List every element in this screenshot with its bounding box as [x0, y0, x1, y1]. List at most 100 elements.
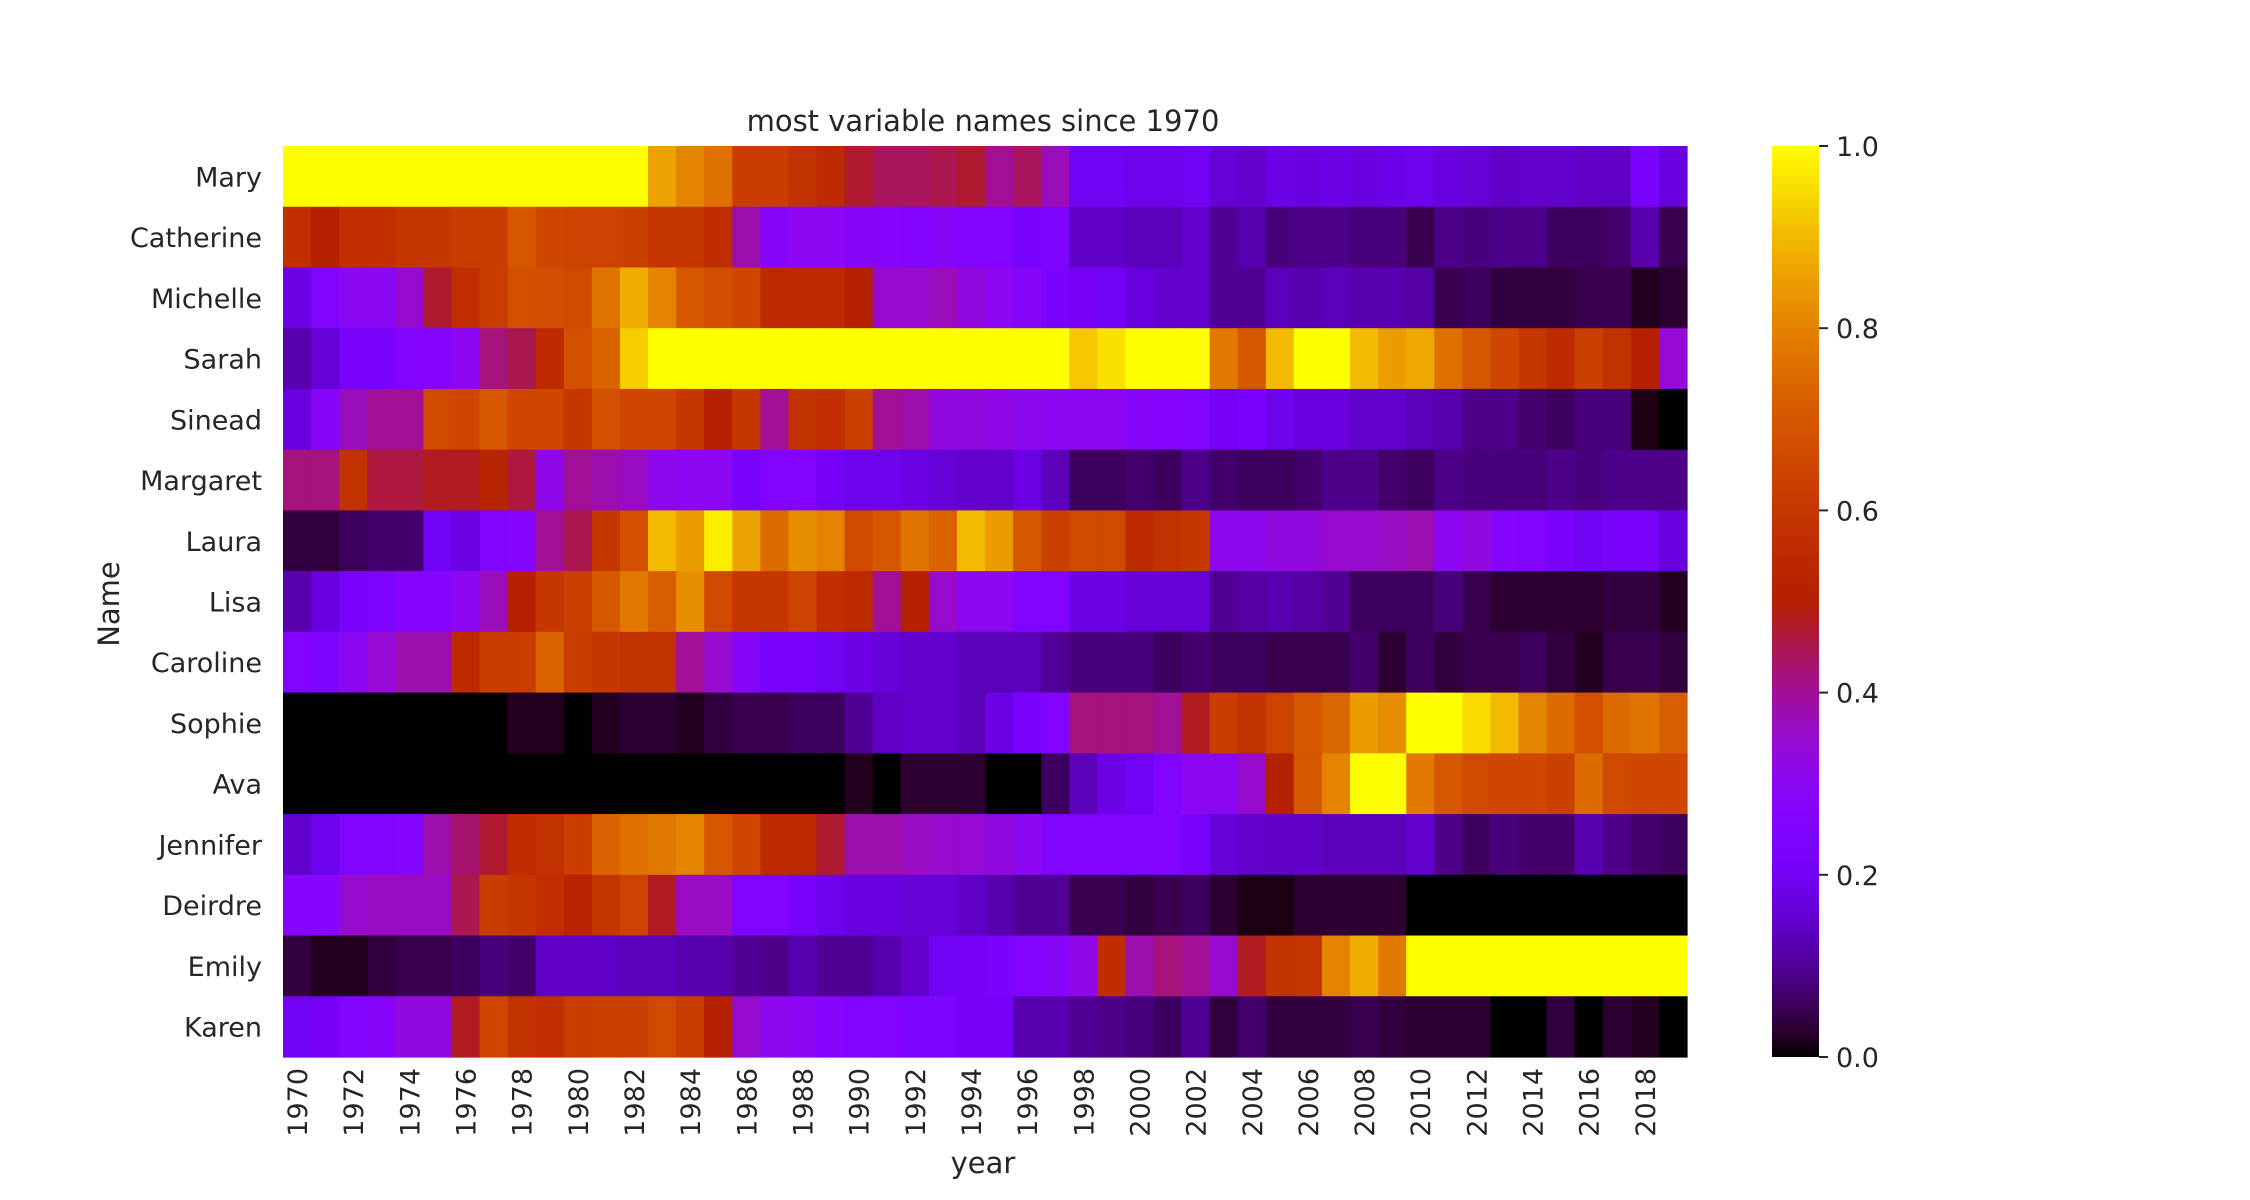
heatmap-cell — [900, 692, 930, 754]
heatmap-cell — [1602, 753, 1632, 815]
heatmap-cell — [1658, 631, 1688, 694]
heatmap-cell — [732, 692, 761, 754]
heatmap-cell — [1181, 267, 1211, 329]
heatmap-cell — [1630, 935, 1660, 997]
heatmap-cell — [1321, 449, 1351, 511]
heatmap-cell — [423, 935, 453, 997]
column-label: 1988 — [789, 1068, 820, 1137]
heatmap-cell — [648, 206, 677, 269]
heatmap-cell — [1321, 510, 1351, 572]
column-label: 1990 — [845, 1068, 876, 1137]
heatmap-cell — [928, 388, 958, 451]
heatmap-cell — [956, 449, 986, 511]
heatmap-cell — [1321, 753, 1351, 815]
heatmap-cell — [704, 388, 733, 451]
heatmap-cell — [872, 267, 902, 329]
heatmap-cell — [648, 510, 677, 572]
heatmap-cell — [1434, 753, 1463, 815]
heatmap-cell — [1602, 874, 1632, 937]
heatmap-cell — [1013, 935, 1042, 997]
heatmap-cell — [1518, 874, 1548, 937]
heatmap-cell — [1069, 692, 1098, 754]
heatmap-cell — [563, 267, 593, 329]
heatmap-cell — [591, 267, 621, 329]
heatmap-cell — [1630, 267, 1660, 329]
heatmap-cell — [1546, 814, 1576, 876]
heatmap-cell — [1181, 631, 1211, 694]
heatmap-cell — [760, 996, 790, 1058]
heatmap-cell — [535, 996, 565, 1058]
heatmap-cell — [1574, 753, 1604, 815]
heatmap-cell — [1237, 935, 1267, 997]
heatmap-cell — [367, 874, 396, 937]
heatmap-cell — [1321, 935, 1351, 997]
heatmap-cell — [1434, 267, 1463, 329]
heatmap-cell — [1350, 267, 1379, 329]
heatmap-cell — [1378, 146, 1407, 208]
heatmap-cell — [535, 814, 565, 876]
heatmap-cell — [648, 631, 677, 694]
heatmap-cell — [1265, 935, 1295, 997]
heatmap-cell — [1153, 510, 1183, 572]
heatmap-cell — [1406, 692, 1435, 754]
heatmap-cell — [591, 146, 621, 208]
heatmap-cell — [732, 206, 761, 269]
heatmap-cell — [788, 328, 818, 390]
heatmap-cell — [844, 692, 874, 754]
heatmap-cell — [760, 449, 790, 511]
heatmap-cell — [619, 328, 649, 390]
heatmap-cell — [1097, 571, 1126, 633]
heatmap-cell — [1209, 328, 1239, 390]
column-label: 2010 — [1406, 1068, 1437, 1137]
colorbar — [1772, 146, 1819, 1057]
heatmap-cell — [1265, 692, 1295, 754]
heatmap-cell — [1462, 692, 1492, 754]
heatmap-cell — [507, 146, 537, 208]
heatmap-cell — [816, 510, 846, 572]
heatmap-cell — [1546, 267, 1576, 329]
heatmap-cell — [283, 692, 312, 754]
heatmap-cell — [367, 146, 396, 208]
heatmap-cell — [1153, 935, 1183, 997]
heatmap-cell — [339, 388, 368, 451]
heatmap-cell — [1546, 328, 1576, 390]
heatmap-cell — [1518, 692, 1548, 754]
heatmap-cell — [339, 267, 368, 329]
heatmap-cell — [535, 206, 565, 269]
colorbar-tick-label: 0.6 — [1836, 496, 1879, 527]
heatmap-cell — [1434, 206, 1463, 269]
heatmap-cell — [1462, 935, 1492, 997]
heatmap-cell — [395, 388, 424, 451]
heatmap-cell — [339, 206, 368, 269]
heatmap-cell — [1602, 996, 1632, 1058]
heatmap-cell — [1574, 328, 1604, 390]
heatmap-cell — [732, 328, 761, 390]
heatmap-cell — [535, 631, 565, 694]
heatmap-cell — [1097, 206, 1126, 269]
heatmap-cell — [1069, 449, 1098, 511]
heatmap-cell — [1293, 753, 1323, 815]
heatmap-cell — [1602, 388, 1632, 451]
heatmap-cell — [1350, 571, 1379, 633]
heatmap-cell — [788, 146, 818, 208]
column-labels: 1970 1972 1974 1976 1978 1980 1982 1984 1986 1988… — [283, 1068, 1662, 1137]
heatmap-cell — [1630, 388, 1660, 451]
heatmap-cell — [1041, 388, 1070, 451]
heatmap-cell — [507, 935, 537, 997]
heatmap-cell — [1406, 874, 1435, 937]
heatmap-cell — [1069, 874, 1098, 937]
heatmap-cell — [451, 935, 481, 997]
heatmap-cell — [1041, 814, 1070, 876]
heatmap-cell — [1209, 571, 1239, 633]
heatmap-cell — [1181, 753, 1211, 815]
heatmap-cell — [619, 267, 649, 329]
heatmap-cell — [507, 510, 537, 572]
heatmap-cell — [1546, 571, 1576, 633]
heatmap-cell — [1406, 449, 1435, 511]
heatmap-cell — [648, 753, 677, 815]
heatmap-cell — [563, 146, 593, 208]
heatmap-cell — [1265, 267, 1295, 329]
heatmap-cell — [619, 146, 649, 208]
heatmap-cell — [1097, 874, 1126, 937]
heatmap-cell — [619, 692, 649, 754]
